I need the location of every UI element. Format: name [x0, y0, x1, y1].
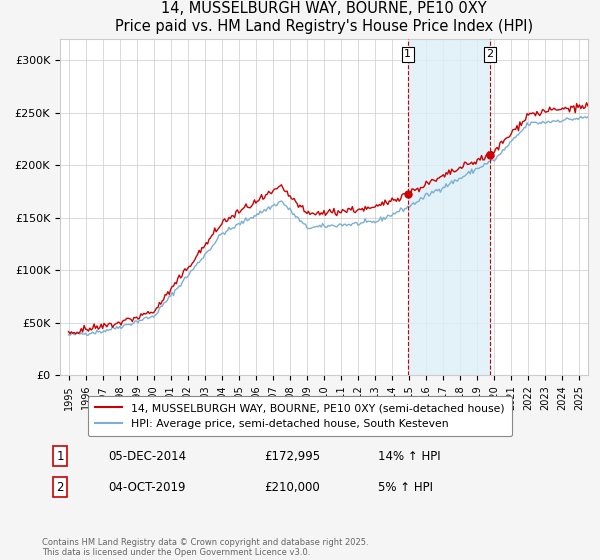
14, MUSSELBURGH WAY, BOURNE, PE10 0XY (semi-detached house) [581, 104, 589, 111]
Text: 5% ↑ HPI: 5% ↑ HPI [378, 480, 433, 494]
HPI: Average price, semi-detached house, South Kesteven: (2.03e+03, 2.46e+05): Average price, semi-detached house, Sout… [581, 114, 589, 120]
14, MUSSELBURGH WAY, BOURNE, PE10 0XY (semi-detached house) [133, 314, 140, 320]
HPI: Average price, semi-detached house, South Kesteven: (2.01e+03, 1.43e+05): Average price, semi-detached house, Sout… [335, 222, 342, 229]
Line: HPI: Average price, semi-detached house, South Kesteven: HPI: Average price, semi-detached house,… [68, 116, 595, 335]
Text: £210,000: £210,000 [264, 480, 320, 494]
14, MUSSELBURGH WAY, BOURNE, PE10 0XY (semi-detached house) [583, 99, 590, 106]
Text: 2: 2 [487, 49, 494, 59]
HPI: Average price, semi-detached house, South Kesteven: (2.01e+03, 1.47e+05): Average price, semi-detached house, Sout… [244, 217, 251, 224]
14, MUSSELBURGH WAY, BOURNE, PE10 0XY (semi-detached house) [72, 330, 79, 337]
Text: 1: 1 [404, 49, 411, 59]
Text: 14% ↑ HPI: 14% ↑ HPI [378, 450, 440, 463]
Text: 04-OCT-2019: 04-OCT-2019 [108, 480, 185, 494]
Text: 1: 1 [56, 450, 64, 463]
Text: 05-DEC-2014: 05-DEC-2014 [108, 450, 186, 463]
14, MUSSELBURGH WAY, BOURNE, PE10 0XY (semi-detached house) [244, 204, 251, 211]
Text: Contains HM Land Registry data © Crown copyright and database right 2025.
This d: Contains HM Land Registry data © Crown c… [42, 538, 368, 557]
HPI: Average price, semi-detached house, South Kesteven: (2.02e+03, 1.85e+05): Average price, semi-detached house, Sout… [452, 177, 460, 184]
Title: 14, MUSSELBURGH WAY, BOURNE, PE10 0XY
Price paid vs. HM Land Registry's House Pr: 14, MUSSELBURGH WAY, BOURNE, PE10 0XY Pr… [115, 2, 533, 34]
Legend: 14, MUSSELBURGH WAY, BOURNE, PE10 0XY (semi-detached house), HPI: Average price,: 14, MUSSELBURGH WAY, BOURNE, PE10 0XY (s… [88, 395, 512, 436]
HPI: Average price, semi-detached house, South Kesteven: (2e+03, 5.81e+04): Average price, semi-detached house, Sout… [153, 311, 160, 318]
14, MUSSELBURGH WAY, BOURNE, PE10 0XY (semi-detached house) [153, 305, 160, 311]
HPI: Average price, semi-detached house, South Kesteven: (2.03e+03, 2.47e+05): Average price, semi-detached house, Sout… [592, 113, 599, 119]
Text: 2: 2 [56, 480, 64, 494]
14, MUSSELBURGH WAY, BOURNE, PE10 0XY (semi-detached house) [452, 167, 460, 174]
14, MUSSELBURGH WAY, BOURNE, PE10 0XY (semi-detached house) [65, 328, 72, 335]
14, MUSSELBURGH WAY, BOURNE, PE10 0XY (semi-detached house) [335, 207, 342, 214]
14, MUSSELBURGH WAY, BOURNE, PE10 0XY (semi-detached house) [592, 101, 599, 108]
HPI: Average price, semi-detached house, South Kesteven: (2e+03, 3.78e+04): Average price, semi-detached house, Sout… [83, 332, 91, 339]
Line: 14, MUSSELBURGH WAY, BOURNE, PE10 0XY (semi-detached house): 14, MUSSELBURGH WAY, BOURNE, PE10 0XY (s… [68, 102, 595, 334]
Text: £172,995: £172,995 [264, 450, 320, 463]
HPI: Average price, semi-detached house, South Kesteven: (2e+03, 5.16e+04): Average price, semi-detached house, Sout… [133, 318, 140, 324]
HPI: Average price, semi-detached house, South Kesteven: (2e+03, 3.85e+04): Average price, semi-detached house, Sout… [65, 332, 72, 338]
